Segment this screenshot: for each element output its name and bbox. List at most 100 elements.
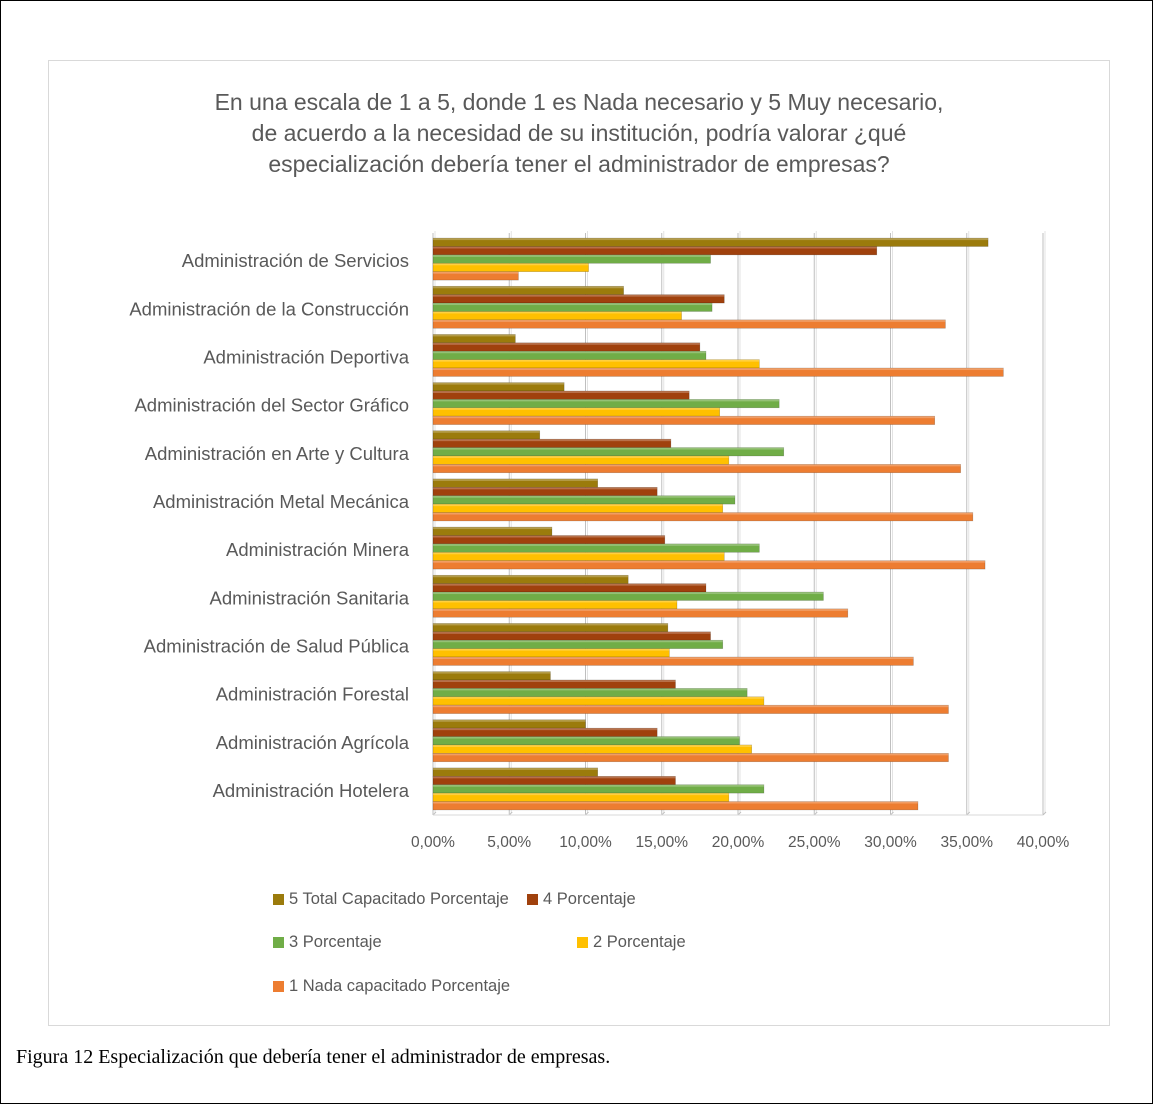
bar-highlight [433, 560, 986, 563]
category-label: Administración Deportiva [203, 346, 409, 367]
bar [432, 367, 1004, 377]
bar-highlight [433, 286, 624, 289]
bar-highlight [433, 767, 598, 770]
chart-title: En una escala de 1 a 5, donde 1 es Nada … [109, 87, 1049, 180]
category-label: Administración del Sector Gráfico [134, 395, 409, 416]
bar-highlight [433, 351, 706, 354]
bar [432, 478, 598, 488]
bar-highlight [433, 430, 540, 433]
bar [432, 560, 986, 570]
bar [432, 704, 949, 714]
x-tick-label: 40,00% [1017, 834, 1070, 851]
bar-highlight [433, 319, 946, 322]
bar-highlight [433, 784, 764, 787]
category-label: Administración de la Construcción [129, 298, 409, 319]
legend-swatch [273, 894, 284, 905]
category-label: Administración Agrícola [216, 732, 410, 753]
bar-highlight [433, 238, 989, 241]
legend-label: 5 Total Capacitado Porcentaje [289, 890, 509, 908]
bar-highlight [433, 648, 670, 651]
bar-highlight [433, 407, 720, 410]
bar-highlight [433, 382, 565, 385]
x-tick-label: 20,00% [712, 834, 765, 851]
bar-highlight [433, 801, 918, 804]
bar [432, 801, 919, 811]
bar [432, 319, 946, 329]
bar-highlight [433, 753, 949, 756]
bar-highlight [433, 705, 949, 708]
bar-highlight [433, 657, 914, 660]
bar-highlight [433, 552, 725, 555]
x-tick-label: 30,00% [864, 834, 917, 851]
x-tick-label: 0,00% [411, 834, 455, 851]
bar [432, 753, 949, 763]
bar-highlight [433, 728, 658, 731]
legend-label: 1 Nada capacitado Porcentaje [289, 977, 511, 995]
x-tick-label: 5,00% [487, 834, 531, 851]
bar-highlight [433, 736, 740, 739]
bar [432, 334, 516, 344]
bar-highlight [433, 399, 780, 402]
bar-highlight [433, 495, 735, 498]
bar-highlight [433, 303, 713, 306]
category-label: Administración Metal Mecánica [153, 491, 410, 512]
bar [432, 294, 725, 304]
bar-highlight [433, 623, 668, 626]
legend-item: 3 Porcentaje [273, 933, 382, 952]
bar [432, 254, 711, 264]
bar-highlight [433, 439, 671, 442]
bar-highlight [433, 793, 729, 796]
bar-highlight [433, 592, 824, 595]
bar-highlight [433, 583, 706, 586]
bar-highlight [433, 631, 711, 634]
category-label: Administración de Salud Pública [144, 635, 410, 656]
category-label: Administración en Arte y Cultura [145, 443, 410, 464]
category-label: Administración Sanitaria [210, 587, 410, 608]
bar-highlight [433, 368, 1004, 371]
bar-highlight [433, 254, 711, 257]
bar [432, 512, 974, 522]
bar-highlight [433, 334, 516, 337]
bar [432, 447, 785, 457]
legend-swatch [527, 894, 538, 905]
bar-highlight [433, 294, 725, 297]
legend-swatch [577, 937, 588, 948]
bar-highlight [433, 359, 760, 362]
chart-plot: 0,00% 5,00% 10,00% 15,00% 20,00% 25,00% 30,00%… [129, 231, 1070, 851]
bar-highlight [433, 575, 629, 578]
bar-highlight [433, 342, 700, 345]
bar [432, 271, 519, 281]
bar-highlight [433, 600, 677, 603]
category-label: Administración Hotelera [213, 780, 410, 801]
bar-highlight [433, 679, 676, 682]
bar-highlight [433, 776, 676, 779]
bar-highlight [433, 608, 848, 611]
legend-item: 5 Total Capacitado Porcentaje [273, 890, 509, 909]
bar-highlight [433, 640, 723, 643]
chart-title-line: de acuerdo a la necesidad de su instituc… [251, 120, 907, 146]
bar [432, 608, 849, 618]
x-tick-label: 35,00% [940, 834, 993, 851]
legend-label: 3 Porcentaje [289, 933, 382, 951]
bar-highlight [433, 543, 760, 546]
bar-highlight [433, 487, 658, 490]
x-tick-label: 25,00% [788, 834, 841, 851]
bar [432, 237, 989, 247]
legend-item: 2 Porcentaje [577, 933, 686, 952]
category-label: Administración Minera [226, 539, 410, 560]
gridline-foot [1042, 811, 1047, 816]
bar-highlight [433, 688, 748, 691]
bar [432, 464, 961, 474]
bar-highlight [433, 478, 598, 481]
bar-highlight [433, 527, 552, 530]
bar [432, 656, 914, 666]
bar-highlight [433, 455, 729, 458]
bar-highlight [433, 504, 723, 507]
bar-highlight [433, 447, 784, 450]
bar-highlight [433, 719, 586, 722]
bar-highlight [433, 416, 935, 419]
bar-highlight [433, 390, 690, 393]
legend-swatch [273, 981, 284, 992]
bar [432, 415, 936, 425]
bar-highlight [433, 744, 752, 747]
